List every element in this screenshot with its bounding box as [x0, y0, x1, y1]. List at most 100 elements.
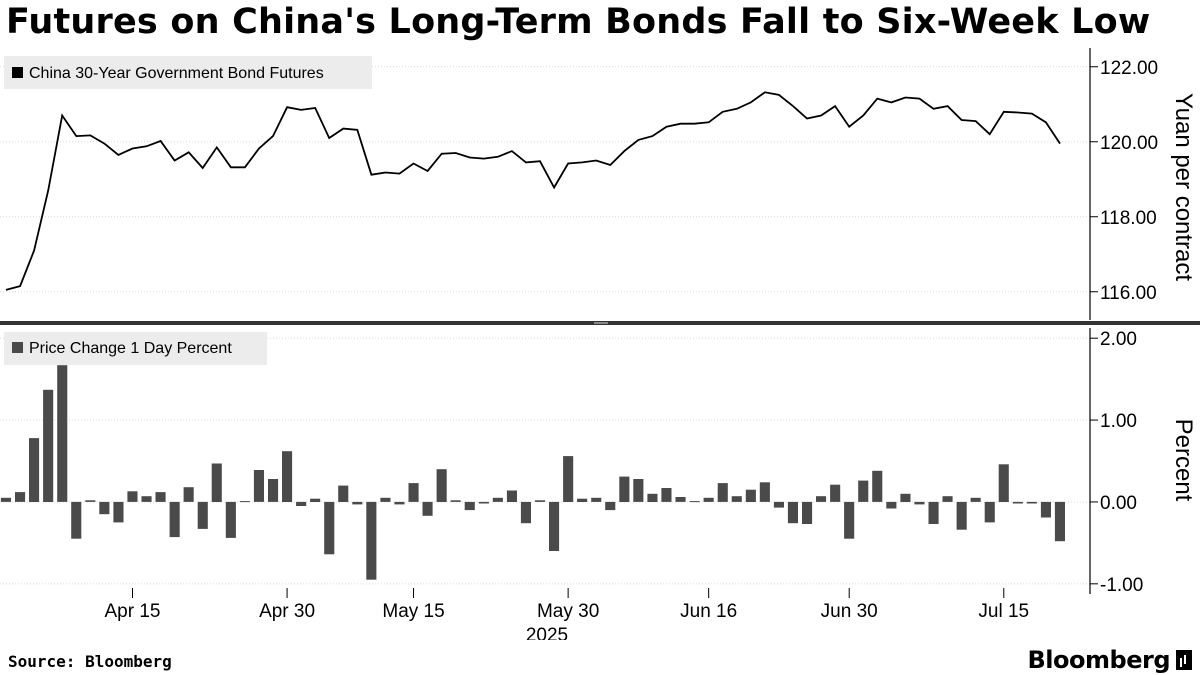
- change-bar: [225, 501, 236, 538]
- change-bar: [43, 389, 54, 502]
- change-y-tick-label: -1.00: [1100, 575, 1143, 596]
- x-tick-label: Apr 30: [259, 601, 315, 622]
- price-y-tick-label: 120.00: [1100, 133, 1158, 154]
- chart-area: China 30-Year Government Bond Futures 11…: [0, 48, 1200, 640]
- change-y-ticks: -1.00 0.00 1.00 2.00: [1090, 329, 1143, 596]
- change-bar: [141, 496, 152, 502]
- change-bar: [942, 496, 953, 502]
- change-bar: [914, 501, 925, 505]
- x-tick-label: Jun 30: [821, 601, 878, 622]
- source-note: Source: Bloomberg: [8, 652, 172, 671]
- change-bar: [745, 489, 756, 502]
- change-bar: [872, 470, 883, 502]
- price-legend-swatch: [12, 67, 23, 78]
- change-bar: [239, 501, 250, 503]
- change-bar: [577, 498, 588, 502]
- change-bar: [268, 479, 279, 502]
- change-bar: [633, 479, 644, 502]
- price-y-tick-label: 122.00: [1100, 58, 1158, 79]
- change-bar: [717, 483, 728, 502]
- change-bar: [816, 496, 827, 502]
- change-bar: [647, 493, 658, 502]
- x-axis-year-label: 2025: [526, 625, 568, 640]
- panel-divider-handle[interactable]: [594, 322, 608, 324]
- change-bar: [99, 501, 110, 515]
- change-bar: [802, 501, 813, 524]
- change-bar: [394, 501, 405, 505]
- change-bar: [928, 501, 939, 524]
- change-bar: [253, 470, 264, 502]
- bloomberg-logo-text: Bloomberg: [1027, 646, 1171, 674]
- change-bar: [1012, 501, 1023, 504]
- change-bar: [310, 498, 321, 502]
- change-gridlines: [0, 337, 1090, 585]
- change-legend-box: [4, 332, 267, 365]
- change-bar: [731, 496, 742, 502]
- change-bar: [197, 501, 208, 529]
- price-y-axis-title: Yuan per contract: [1170, 93, 1197, 281]
- change-legend-swatch: [12, 342, 23, 353]
- change-bar: [956, 501, 967, 530]
- change-bar: [619, 476, 630, 502]
- change-bar: [661, 488, 672, 502]
- price-y-tick-label: 118.00: [1100, 208, 1157, 229]
- bloomberg-logo: Bloomberg: [1028, 646, 1192, 674]
- change-bar: [15, 492, 26, 502]
- change-y-tick-label: 1.00: [1100, 411, 1137, 432]
- change-bar: [675, 497, 686, 502]
- change-bar: [492, 497, 503, 502]
- change-bar: [0, 497, 12, 502]
- x-tick-label: Jun 16: [680, 601, 737, 622]
- change-bar: [970, 497, 981, 502]
- change-bars: [0, 365, 1065, 580]
- change-bar: [998, 464, 1009, 502]
- change-bar: [844, 501, 855, 539]
- x-axis-ticks: Apr 15 Apr 30 May 15 May 30 Jun 16 Jun 30 Jul …: [104, 588, 1029, 622]
- price-series-line: [5, 91, 1061, 291]
- change-bar: [886, 501, 897, 509]
- price-gridlines: [0, 66, 1090, 293]
- change-bar: [478, 501, 489, 504]
- bloomberg-terminal-icon: [1176, 650, 1192, 670]
- change-bar: [563, 456, 574, 502]
- change-bar: [787, 501, 798, 524]
- change-bar: [900, 493, 911, 502]
- change-bar: [366, 501, 377, 580]
- change-bar: [85, 500, 96, 502]
- change-bar: [127, 491, 138, 502]
- change-bar: [591, 497, 602, 502]
- change-bar: [1054, 501, 1065, 542]
- change-bar: [830, 484, 841, 502]
- change-bar: [984, 501, 995, 523]
- change-bar: [113, 501, 124, 523]
- change-bar: [549, 501, 560, 551]
- change-bar: [759, 482, 770, 502]
- change-bar: [858, 480, 869, 502]
- change-bar: [1040, 501, 1051, 518]
- change-y-tick-label: 0.00: [1100, 493, 1137, 514]
- change-bar: [773, 501, 784, 508]
- x-tick-label: Apr 15: [104, 601, 160, 622]
- change-bar: [464, 501, 475, 511]
- change-bar: [324, 501, 335, 555]
- change-bar: [338, 485, 349, 502]
- change-bar: [211, 463, 222, 502]
- change-bar: [29, 438, 40, 502]
- change-bar: [605, 501, 616, 511]
- change-y-tick-label: 2.00: [1100, 329, 1137, 350]
- change-bar: [1026, 501, 1037, 504]
- price-legend-box: [4, 56, 372, 89]
- change-bar: [380, 497, 391, 502]
- change-bar: [71, 501, 82, 539]
- x-tick-label: Jul 15: [978, 601, 1029, 622]
- change-bar: [155, 492, 166, 502]
- x-tick-label: May 30: [537, 601, 599, 622]
- chart-title: Futures on China's Long-Term Bonds Fall …: [6, 2, 1151, 42]
- change-bar: [282, 451, 293, 502]
- change-bar: [408, 483, 419, 502]
- change-bar: [450, 500, 461, 502]
- change-bar: [296, 501, 307, 506]
- change-bar: [436, 469, 447, 502]
- price-y-tick-label: 116.00: [1100, 283, 1157, 304]
- change-bar: [703, 497, 714, 502]
